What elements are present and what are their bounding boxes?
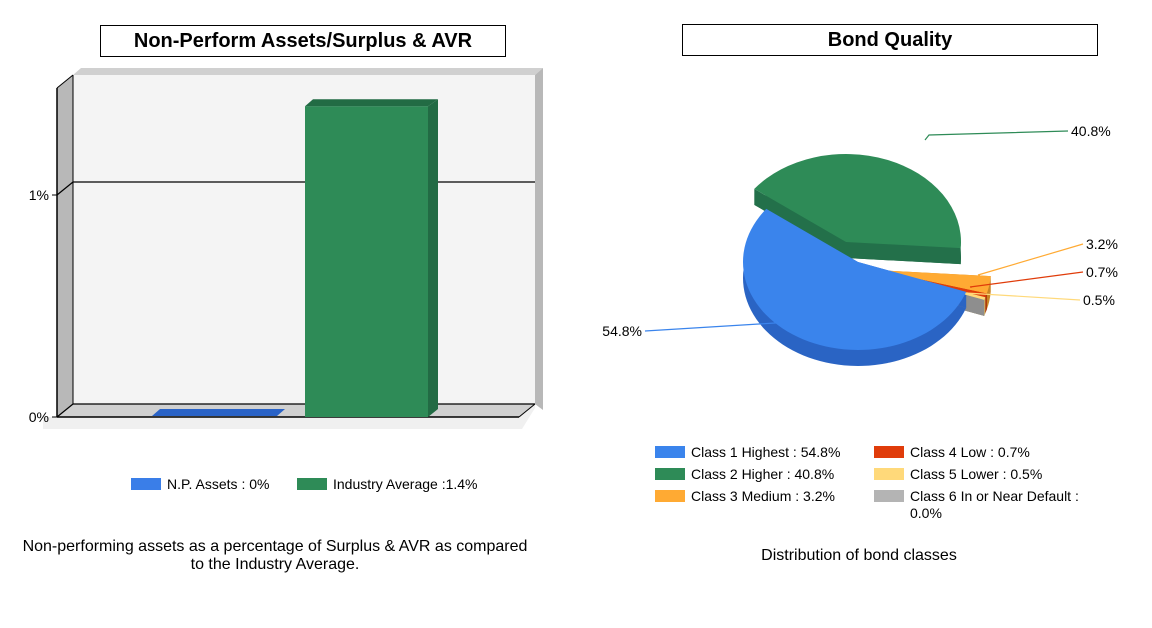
- legend-label: Class 5 Lower : 0.5%: [910, 466, 1043, 482]
- base: [43, 404, 535, 429]
- pie-chart: 54.8% 40.8% 3.2% 0.7% 0.5%: [602, 123, 1118, 367]
- legend-item-class-3: Class 3 Medium : 3.2%: [655, 488, 835, 504]
- slice-wall: [754, 188, 846, 258]
- legend-swatch: [297, 478, 327, 490]
- legend-item-industry-average: Industry Average :1.4%: [297, 476, 478, 492]
- legend-item-class-1: Class 1 Highest : 54.8%: [655, 444, 840, 460]
- legend-item-class-4: Class 4 Low : 0.7%: [874, 444, 1030, 460]
- legend-label: Industry Average :1.4%: [333, 476, 478, 492]
- leader-line: [969, 271, 1084, 288]
- legend-item-class-6: Class 6 In or Near Default : 0.0%: [874, 488, 1100, 522]
- legend-label: Class 6 In or Near Default : 0.0%: [910, 488, 1079, 521]
- back-wall: [73, 75, 535, 404]
- data-label: 0.5%: [1083, 292, 1115, 308]
- legend-item-class-5: Class 5 Lower : 0.5%: [874, 466, 1042, 482]
- x-axis-end: [518, 403, 536, 418]
- right-edge: [535, 68, 543, 410]
- slice-wall: [846, 242, 961, 265]
- top-edge: [73, 68, 543, 75]
- bar-top: [305, 99, 438, 107]
- left-wall: [57, 75, 73, 417]
- leader-line: [924, 130, 1069, 141]
- gridline-diagonal: [56, 403, 74, 418]
- legend-label: Class 2 Higher : 40.8%: [691, 466, 835, 482]
- gridline-diagonal: [56, 181, 74, 196]
- legend-item-np-assets: N.P. Assets : 0%: [131, 476, 269, 492]
- leader-line: [644, 322, 777, 332]
- bar-caption: Non-performing assets as a percentage of…: [22, 538, 528, 573]
- legend-label: Class 1 Highest : 54.8%: [691, 444, 841, 460]
- legend-item-class-2: Class 2 Higher : 40.8%: [655, 466, 834, 482]
- data-label: 0.7%: [1086, 264, 1118, 280]
- data-label: 3.2%: [1086, 236, 1118, 252]
- slice-class-1-highest: [742, 208, 967, 351]
- leader-line: [977, 243, 1084, 276]
- pie-chart-title: Bond Quality: [682, 24, 1098, 56]
- legend-label: Class 4 Low : 0.7%: [910, 444, 1030, 460]
- legend-swatch: [131, 478, 161, 490]
- leader-line: [965, 292, 1081, 301]
- data-label: 40.8%: [1071, 123, 1111, 139]
- bar-n-p-assets: [152, 409, 285, 416]
- y-tick-label: 0%: [29, 409, 49, 425]
- axis-top: [56, 74, 74, 89]
- bar-side: [428, 99, 438, 417]
- bar-chart: 0% 1%: [29, 68, 543, 429]
- data-label: 54.8%: [602, 323, 642, 339]
- pie-caption: Distribution of bond classes: [761, 547, 957, 564]
- legend-label: N.P. Assets : 0%: [167, 476, 270, 492]
- y-tick-label: 1%: [29, 187, 49, 203]
- bar-chart-title: Non-Perform Assets/Surplus & AVR: [100, 25, 506, 57]
- legend-label: Class 3 Medium : 3.2%: [691, 488, 835, 504]
- slice-class-2-higher: [754, 154, 961, 249]
- bar-industry-average: [305, 106, 428, 417]
